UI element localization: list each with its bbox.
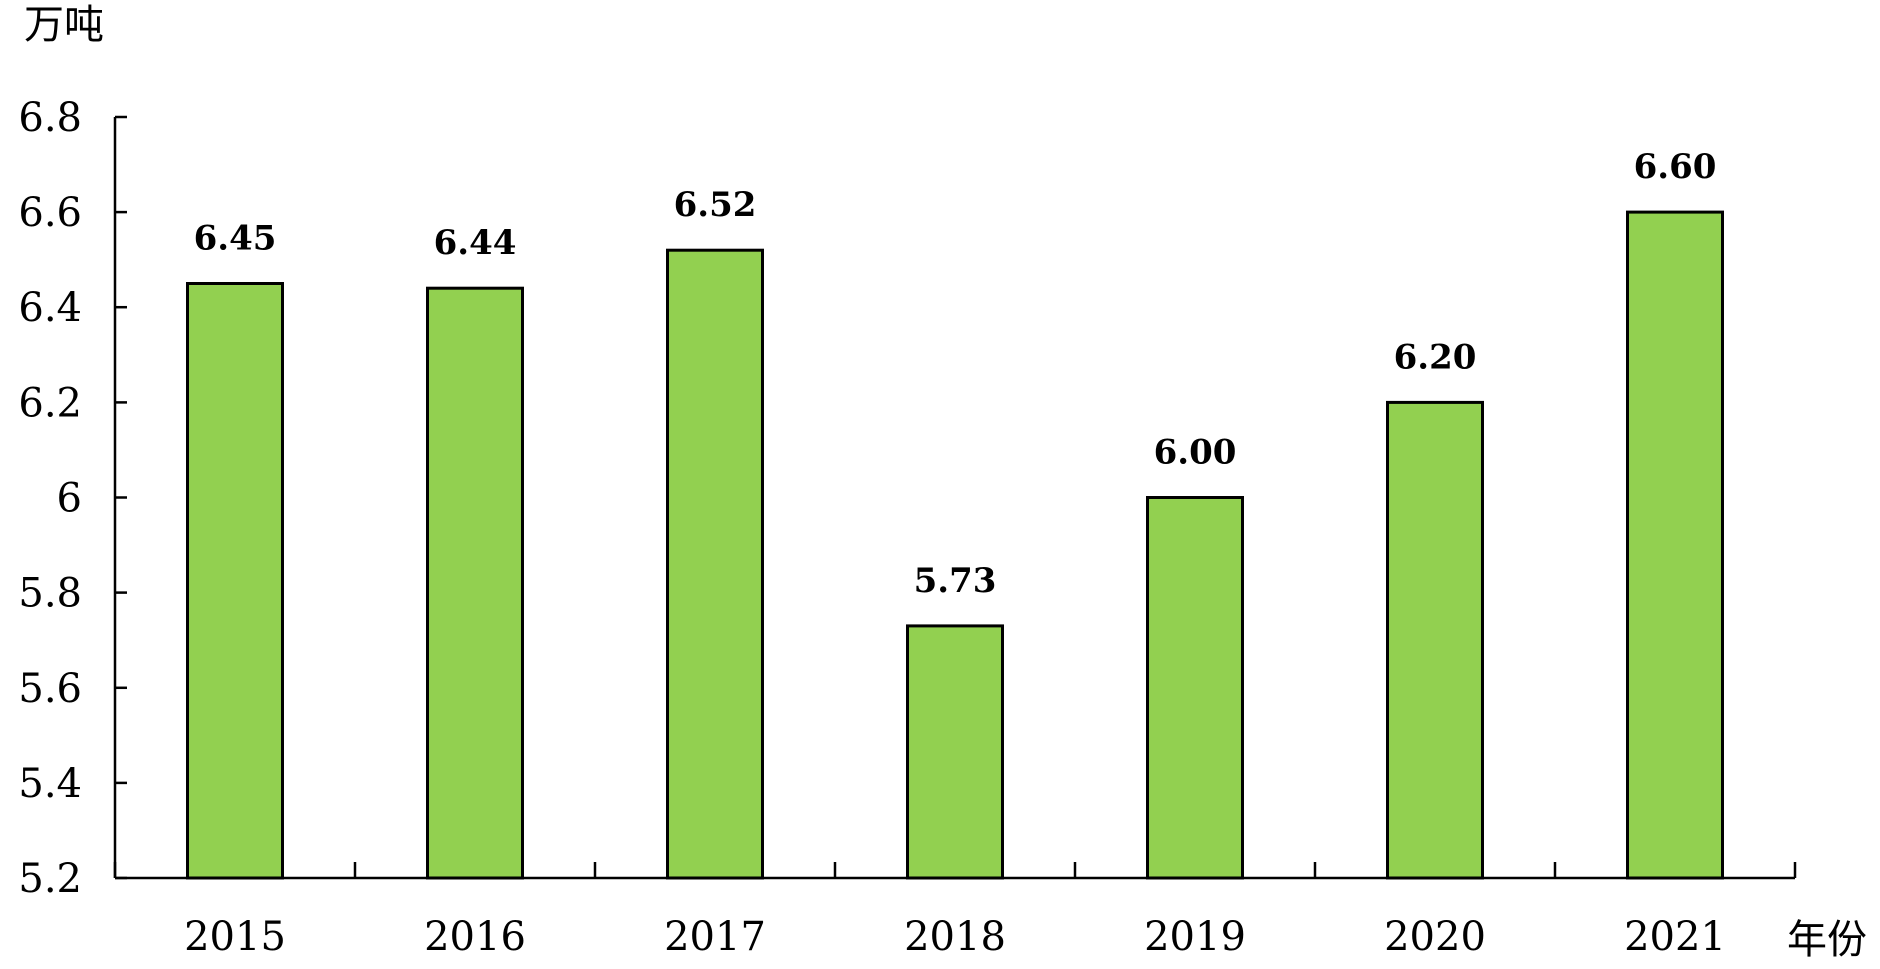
data-label-2015: 6.45 bbox=[194, 219, 277, 259]
y-tick-label: 5.2 bbox=[18, 856, 82, 902]
x-tick-label-2015: 2015 bbox=[184, 914, 286, 960]
data-label-2016: 6.44 bbox=[434, 223, 517, 263]
x-tick-label-2018: 2018 bbox=[904, 914, 1006, 960]
tick-labels-group: 2015 2016 2017 2018 2019 2020 2021 5.2 5.4 5.6 5.8… bbox=[18, 95, 1726, 960]
x-tick-label-2021: 2021 bbox=[1624, 914, 1726, 960]
x-tick-label-2020: 2020 bbox=[1384, 914, 1486, 960]
data-label-2018: 5.73 bbox=[914, 561, 997, 601]
y-tick-label: 6 bbox=[57, 476, 82, 522]
x-tick-label-2019: 2019 bbox=[1144, 914, 1246, 960]
bar-2020 bbox=[1386, 400, 1484, 880]
y-tick-label: 6.6 bbox=[18, 190, 82, 236]
y-tick-label: 5.8 bbox=[18, 571, 82, 617]
y-tick-label: 5.6 bbox=[18, 666, 82, 712]
y-axis-title: 万吨 bbox=[24, 2, 104, 48]
bar-2021 bbox=[1626, 210, 1724, 880]
bar-2018 bbox=[906, 624, 1004, 880]
bars-group bbox=[186, 210, 1724, 880]
y-tick-label: 6.8 bbox=[18, 95, 82, 141]
axes-group bbox=[113, 115, 1797, 880]
x-tick-label-2017: 2017 bbox=[664, 914, 766, 960]
data-labels-group: 6.45 6.44 6.52 5.73 6.00 6.20 6.60 bbox=[194, 147, 1717, 601]
bar-2019 bbox=[1146, 496, 1244, 880]
data-label-2019: 6.00 bbox=[1154, 433, 1237, 473]
y-tick-label: 5.4 bbox=[18, 761, 82, 807]
bar-2015 bbox=[186, 282, 284, 880]
x-axis-title: 年份 bbox=[1787, 917, 1867, 963]
bar-2016 bbox=[426, 286, 524, 880]
data-label-2021: 6.60 bbox=[1634, 147, 1717, 187]
x-tick-label-2016: 2016 bbox=[424, 914, 526, 960]
bar-2017 bbox=[666, 248, 764, 880]
y-tick-label: 6.4 bbox=[18, 285, 82, 331]
data-label-2020: 6.20 bbox=[1394, 337, 1477, 377]
y-tick-label: 6.2 bbox=[18, 380, 82, 426]
data-label-2017: 6.52 bbox=[674, 185, 757, 225]
